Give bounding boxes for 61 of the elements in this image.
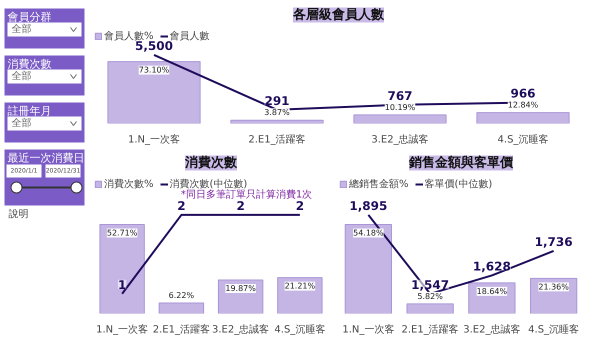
x-tick-label: 2.E1_活躍客 (248, 134, 306, 146)
chart-title: 各層級會員人數 (292, 6, 385, 22)
chart-title: 銷售金額與客單價 (408, 154, 514, 170)
text: 消費次數 (8, 58, 52, 70)
text: 會員分群 (8, 10, 52, 24)
data-label: 291 (264, 94, 290, 108)
data-label: 2 (236, 198, 245, 213)
text: 說明 (8, 208, 28, 220)
text: 全部 (12, 117, 32, 129)
x-tick-label: 3.E2_忠誠客 (463, 324, 520, 336)
legend-label: 會員人數% (104, 30, 154, 42)
text: 全部 (12, 23, 32, 35)
legend-label: 消費次數(中位數) (170, 178, 248, 190)
data-label: 21.21% (284, 282, 316, 291)
data-label: 2 (177, 198, 186, 213)
x-tick-label: 1.N_一次客 (128, 134, 180, 146)
data-label: 19.87% (225, 284, 256, 293)
x-tick-label: 3.E2_忠誠客 (212, 324, 270, 336)
data-label: 2 (296, 198, 304, 213)
text: 最近一次消費日 (8, 152, 84, 164)
bar (476, 112, 570, 124)
bar (99, 224, 145, 314)
text: *同日多筆訂單只計算消費1次 (180, 188, 312, 200)
data-label: 1,736 (534, 234, 573, 249)
data-label: 1 (118, 278, 126, 292)
bar (344, 224, 392, 314)
x-tick-label: 1.N_一次客 (342, 324, 394, 336)
legend-label: 會員人數 (170, 30, 210, 42)
legend-label: 總銷售金額% (349, 178, 409, 191)
x-tick-label: 2.E1_活躍客 (152, 324, 210, 336)
chart-title: 消費次數 (184, 156, 238, 170)
legend-label: 客單價(中位數) (424, 178, 492, 191)
text: 註冊年月 (8, 104, 52, 118)
data-label: 10.19% (384, 102, 416, 112)
bar (230, 120, 324, 124)
bar (158, 302, 204, 314)
data-label: 12.84% (508, 100, 539, 110)
data-label: 1,628 (472, 259, 511, 274)
data-label: 767 (387, 88, 413, 103)
data-label: 3.87% (264, 108, 290, 118)
data-label: 21.36% (538, 282, 570, 292)
x-tick-label: 2.E1_活躍客 (402, 324, 459, 336)
data-label: 5.82% (417, 292, 444, 301)
data-label: 54.18% (353, 228, 384, 238)
data-label: 1,547 (411, 278, 450, 292)
data-label: 966 (510, 86, 536, 101)
data-label: 73.10% (138, 66, 170, 75)
text: 全部 (12, 70, 32, 82)
x-tick-label: 4.S_沉睡客 (498, 134, 548, 146)
data-label: 52.71% (106, 228, 138, 238)
x-tick-label: 1.N_一次客 (96, 324, 148, 336)
legend-label: 消費次數% (104, 178, 154, 191)
bar (406, 303, 454, 314)
x-tick-label: 4.S_沉睡客 (274, 324, 326, 336)
x-tick-label: 4.S_沉睡客 (528, 324, 580, 336)
bar (107, 61, 201, 124)
data-label: 18.64% (476, 286, 508, 296)
x-tick-label: 3.E2_忠誠客 (371, 134, 429, 146)
bar (353, 114, 447, 124)
data-label: 1,895 (349, 198, 388, 213)
data-label: 6.22% (168, 290, 194, 300)
